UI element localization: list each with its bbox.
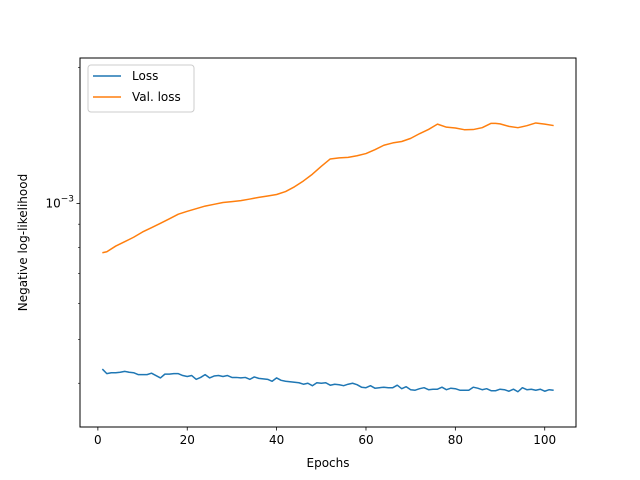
legend-label: Val. loss (132, 90, 181, 104)
x-tick-label: 40 (269, 433, 284, 447)
x-tick-label: 80 (448, 433, 463, 447)
x-tick-label: 60 (358, 433, 373, 447)
x-tick-label: 0 (94, 433, 102, 447)
series-line-1 (102, 122, 554, 254)
y-tick-label: 10−3 (45, 195, 74, 211)
x-axis-ticks: 0 20 40 60 80 100 (94, 427, 556, 447)
series-layer (101, 122, 554, 393)
x-tick-label: 100 (533, 433, 556, 447)
y-axis-label: Negative log-likelihood (16, 174, 30, 311)
plot-frame (79, 57, 577, 428)
legend: Loss Val. loss (87, 64, 195, 113)
y-axis-ticks: 10−3 (45, 67, 80, 384)
x-tick-label: 20 (180, 433, 195, 447)
series-line-0 (101, 368, 554, 393)
x-axis-label: Epochs (307, 456, 350, 470)
legend-label: Loss (132, 69, 158, 83)
